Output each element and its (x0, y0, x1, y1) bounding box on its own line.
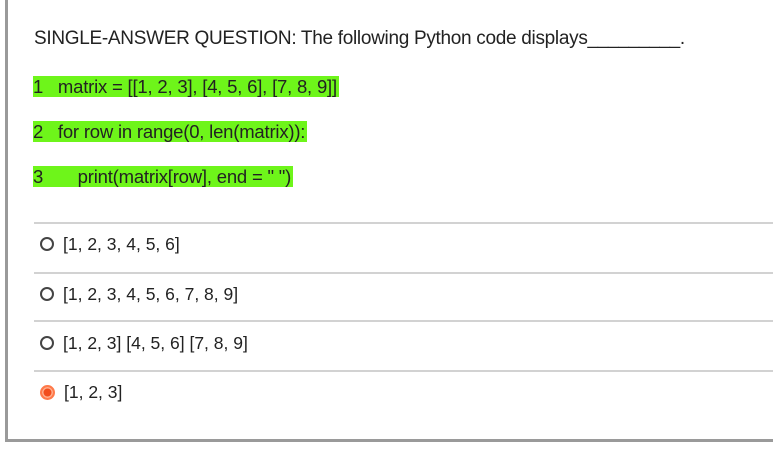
answer-option-2[interactable]: [1, 2, 3, 4, 5, 6, 7, 8, 9] (40, 282, 238, 306)
divider (34, 272, 773, 274)
radio-unselected-icon[interactable] (40, 237, 54, 251)
divider (34, 320, 773, 322)
radio-unselected-icon[interactable] (40, 287, 54, 301)
radio-unselected-icon[interactable] (40, 336, 54, 350)
divider (34, 370, 773, 372)
option-label: [1, 2, 3] [4, 5, 6] [7, 8, 9] (63, 332, 248, 353)
radio-selected-icon[interactable] (40, 384, 55, 400)
answer-option-1[interactable]: [1, 2, 3, 4, 5, 6] (40, 232, 180, 256)
answer-option-4[interactable]: [1, 2, 3] (40, 380, 122, 404)
code-line-2: 2 for row in range(0, len(matrix)): (33, 121, 308, 142)
code-line-3: 3 print(matrix[row], end = " ") (33, 166, 294, 187)
option-label: [1, 2, 3] (64, 381, 123, 402)
answer-option-3[interactable]: [1, 2, 3] [4, 5, 6] [7, 8, 9] (40, 331, 248, 355)
question-frame (5, 0, 773, 442)
option-label: [1, 2, 3, 4, 5, 6, 7, 8, 9] (63, 283, 239, 304)
question-title: SINGLE-ANSWER QUESTION: The following Py… (34, 28, 685, 49)
code-line-1: 1 matrix = [[1, 2, 3], [4, 5, 6], [7, 8,… (33, 76, 339, 97)
option-label: [1, 2, 3, 4, 5, 6] (63, 233, 180, 254)
divider (34, 222, 773, 224)
